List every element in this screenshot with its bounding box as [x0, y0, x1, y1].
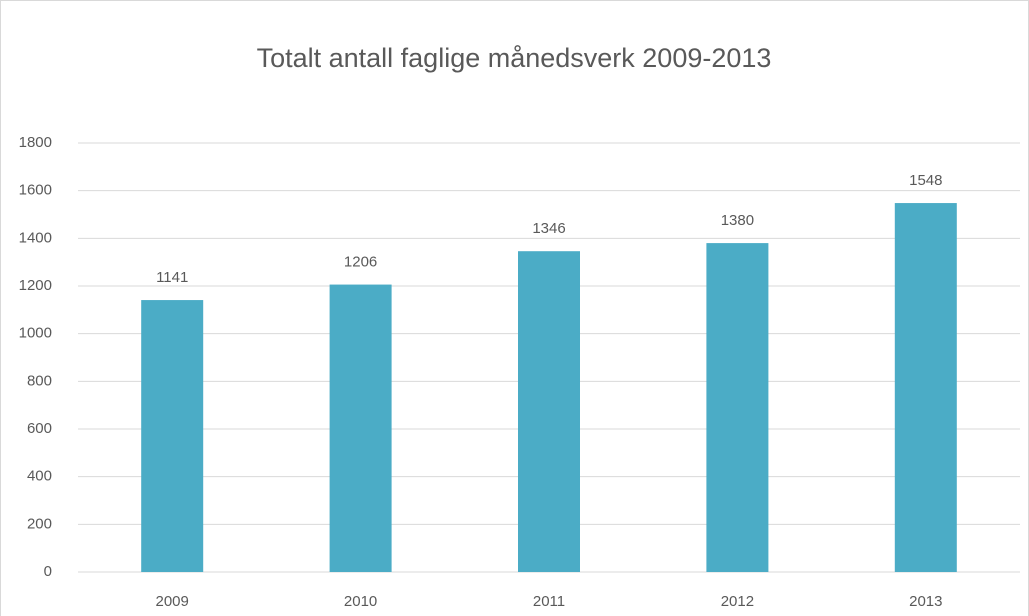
- y-tick-label: 800: [27, 372, 52, 389]
- bar: [329, 284, 392, 572]
- data-label: 1141: [156, 269, 188, 286]
- data-label: 1548: [909, 172, 942, 189]
- y-tick-label: 1000: [19, 325, 52, 342]
- y-tick-label: 1400: [19, 229, 52, 246]
- data-label: 1206: [344, 254, 377, 271]
- bar: [518, 251, 580, 572]
- y-tick-label: 1600: [19, 182, 52, 199]
- x-tick-label: 2011: [533, 593, 565, 610]
- y-tick-label: 200: [27, 515, 52, 532]
- data-label: 1346: [532, 220, 565, 237]
- bar: [706, 243, 769, 572]
- y-tick-label: 0: [44, 563, 52, 580]
- y-tick-label: 600: [27, 420, 52, 437]
- y-tick-label: 400: [27, 468, 52, 485]
- x-tick-label: 2009: [156, 593, 189, 610]
- x-tick-label: 2012: [721, 593, 754, 610]
- y-tick-label: 1200: [19, 277, 52, 294]
- data-label: 1380: [721, 212, 754, 229]
- chart-title: Totalt antall faglige månedsverk 2009-20…: [257, 43, 772, 73]
- x-tick-label: 2010: [344, 593, 377, 610]
- bar: [894, 203, 957, 572]
- x-tick-label: 2013: [909, 593, 942, 610]
- y-tick-label: 1800: [19, 134, 52, 151]
- bar: [141, 300, 204, 572]
